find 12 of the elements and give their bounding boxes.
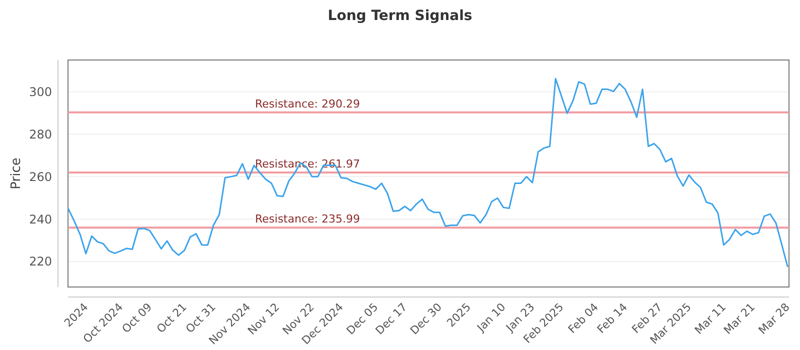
ref-line-label: Resistance: 235.99 [255,212,360,226]
y-tick-label: 220 [29,254,52,269]
ref-line-label: Resistance: 290.29 [255,97,360,110]
x-tick-label: Dec 30 [408,300,444,338]
line-series [68,78,788,268]
y-axis-title: Price [9,158,24,190]
y-tick-label: 280 [29,127,52,142]
y-tick-label: 240 [29,212,52,226]
x-tick-label: Mar 28 [756,300,792,337]
y-tick-label: 260 [29,170,52,184]
chart-title: Long Term Signals [328,8,472,24]
y-tick-label: 300 [29,85,52,100]
